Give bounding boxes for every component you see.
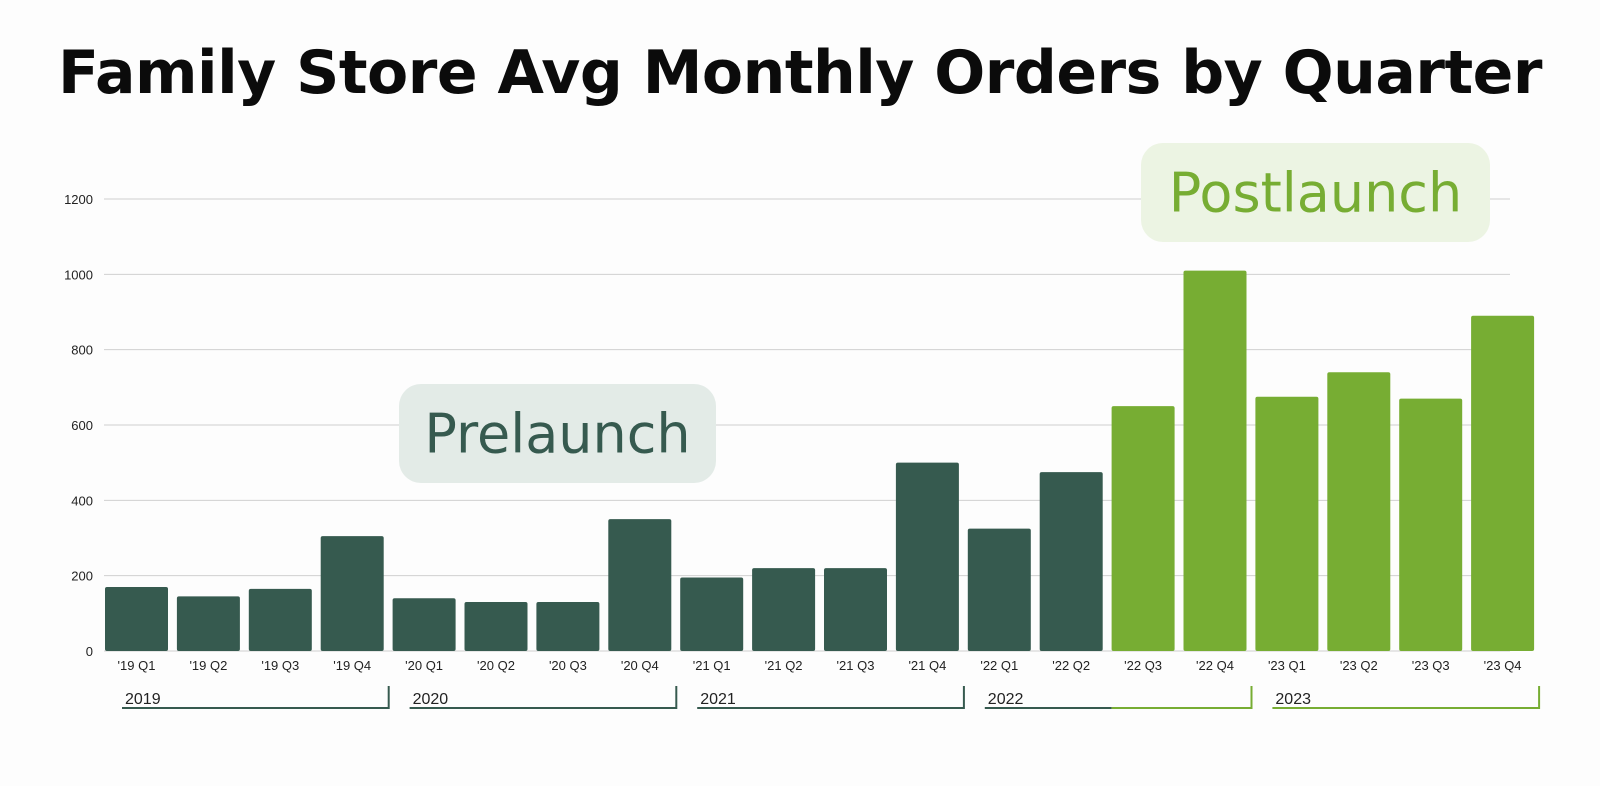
bar: [464, 602, 528, 651]
bar: [895, 462, 959, 651]
x-tick-label: '23 Q1: [1268, 658, 1306, 673]
prelaunch-label: Prelaunch: [424, 403, 690, 466]
x-tick-label: '20 Q4: [621, 658, 659, 673]
x-tick-label: '22 Q3: [1124, 658, 1162, 673]
x-tick-label: '20 Q2: [477, 658, 515, 673]
bar: [608, 519, 672, 651]
year-label: 2019: [125, 691, 161, 708]
postlaunch-label: Postlaunch: [1169, 162, 1462, 225]
prelaunch-label-box: [399, 384, 716, 483]
bar: [967, 528, 1031, 651]
bar: [1111, 406, 1175, 651]
x-tick-label: '21 Q4: [908, 658, 946, 673]
bar: [248, 588, 312, 651]
bar: [1399, 398, 1463, 651]
x-axis-ticks: '19 Q1 '19 Q2 '19 Q3 '19 Q4 '20 Q1 '20 Q2 '20 …: [118, 658, 1522, 673]
chart-title: Family Store Avg Monthly Orders by Quart…: [58, 38, 1542, 108]
x-tick-label: '20 Q3: [549, 658, 587, 673]
y-tick-label: 600: [71, 418, 93, 433]
postlaunch-label-box: [1141, 143, 1490, 242]
bars: [105, 270, 1535, 651]
bar: [392, 598, 456, 651]
y-axis-ticks: 0 200 400 600 800 1000 1200: [64, 192, 93, 659]
year-label: 2022: [988, 691, 1024, 708]
bar: [1327, 372, 1391, 651]
x-tick-label: '21 Q1: [693, 658, 731, 673]
x-tick-label: '22 Q1: [980, 658, 1018, 673]
y-tick-label: 400: [71, 493, 93, 508]
year-label: 2020: [413, 691, 449, 708]
x-tick-label: '23 Q4: [1484, 658, 1522, 673]
x-tick-label: '19 Q1: [118, 658, 156, 673]
x-tick-label: '22 Q4: [1196, 658, 1234, 673]
bar: [320, 536, 384, 651]
year-label: 2021: [700, 691, 736, 708]
x-tick-label: '19 Q3: [261, 658, 299, 673]
y-tick-label: 800: [71, 343, 93, 358]
y-tick-label: 0: [86, 644, 93, 659]
x-tick-label: '23 Q2: [1340, 658, 1378, 673]
bar: [1183, 270, 1247, 651]
bar: [824, 568, 887, 651]
x-tick-label: '21 Q2: [765, 658, 803, 673]
bar: [1255, 396, 1319, 651]
y-tick-label: 200: [71, 569, 93, 584]
bar: [680, 577, 744, 651]
bar: [1471, 315, 1535, 651]
x-tick-label: '21 Q3: [837, 658, 875, 673]
y-tick-label: 1200: [64, 192, 93, 207]
bar: [752, 568, 816, 651]
x-tick-label: '22 Q2: [1052, 658, 1090, 673]
year-groups: 2019 2020 2021 2022 2023: [122, 686, 1541, 709]
bar: [105, 586, 168, 651]
x-tick-label: '20 Q1: [405, 658, 443, 673]
year-label: 2023: [1275, 691, 1311, 708]
x-tick-label: '19 Q2: [189, 658, 227, 673]
x-tick-label: '23 Q3: [1412, 658, 1450, 673]
phase-annotations: Prelaunch Postlaunch: [399, 143, 1490, 483]
bar: [176, 596, 240, 651]
y-tick-label: 1000: [64, 267, 93, 282]
x-tick-label: '19 Q4: [333, 658, 371, 673]
bar: [536, 602, 600, 651]
bar: [1039, 472, 1103, 651]
